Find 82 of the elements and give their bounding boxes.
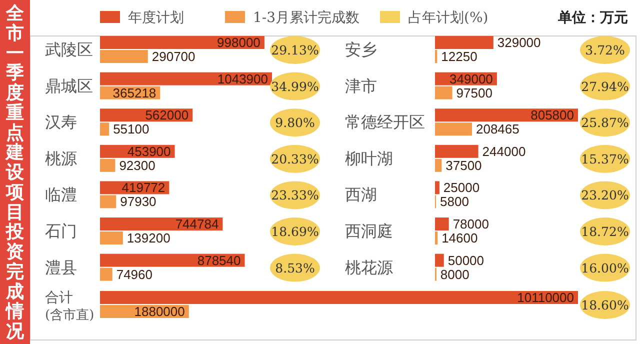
bar <box>435 254 444 267</box>
data-label: 998000 <box>217 35 260 50</box>
data-label: 244000 <box>482 144 526 159</box>
y-tick-label: 柳叶湖 <box>345 148 393 168</box>
data-label: 18.72% <box>581 224 629 239</box>
bar <box>435 122 472 136</box>
y-tick-label: 汉寿 <box>45 112 77 132</box>
data-label: 878540 <box>197 252 241 268</box>
data-label: 1043900 <box>217 71 268 86</box>
bar <box>100 36 264 49</box>
y-tick-label: 津市 <box>345 76 377 96</box>
data-label: 74960 <box>116 266 153 282</box>
data-label: 18.69% <box>271 224 319 239</box>
data-label: 78000 <box>452 216 489 232</box>
bar <box>100 50 148 63</box>
y-tick-label: 西洞庭 <box>345 222 393 240</box>
data-label: 23.20% <box>581 188 629 203</box>
bar <box>100 195 116 208</box>
bar <box>100 122 110 136</box>
bar <box>435 36 494 49</box>
bar <box>100 254 245 267</box>
bar <box>100 158 116 172</box>
data-label: 92300 <box>119 158 156 173</box>
data-label: 5800 <box>440 194 469 210</box>
data-label: 9.80% <box>275 115 315 130</box>
legend-label: 1-3月累计完成数 <box>253 10 360 26</box>
data-label: 419772 <box>122 180 166 196</box>
data-label: 25.87% <box>581 115 629 130</box>
bar <box>435 144 478 158</box>
data-label: 50000 <box>448 252 484 268</box>
bar <box>435 181 440 194</box>
data-label: 453900 <box>127 144 171 159</box>
text: 单位：万元 <box>557 9 628 25</box>
data-label: 10110000 <box>517 290 574 305</box>
y-tick-label: 澧县 <box>45 258 77 277</box>
data-label: 34.99% <box>271 78 319 94</box>
bar <box>100 268 112 281</box>
data-label: 562000 <box>145 108 189 123</box>
data-label: 208465 <box>476 122 520 137</box>
data-label: 139200 <box>126 230 170 246</box>
y-tick-label: 桃源 <box>45 148 77 168</box>
data-label: 8.53% <box>275 260 315 276</box>
bar <box>435 232 438 244</box>
y-tick-label: 常德经开区 <box>345 112 425 132</box>
data-label: 37500 <box>446 158 482 173</box>
data-label: 23.33% <box>271 188 319 203</box>
data-label: 3.72% <box>585 42 625 58</box>
data-label: 14600 <box>442 230 478 246</box>
y-tick-label: 临澧 <box>45 185 77 204</box>
y-tick-label: 桃花源 <box>345 258 393 277</box>
data-label: 1880000 <box>134 304 185 319</box>
bar <box>435 86 452 100</box>
data-label: 805800 <box>530 108 574 123</box>
data-label: 20.33% <box>271 151 319 166</box>
bar <box>435 218 449 230</box>
data-label: 15.37% <box>581 151 629 166</box>
data-label: 29.13% <box>271 42 319 58</box>
data-label: 27.94% <box>581 78 629 94</box>
data-label: 744784 <box>175 216 219 232</box>
data-label: 365218 <box>112 85 156 100</box>
y-tick-label: 安乡 <box>345 40 377 59</box>
data-label: 18.60% <box>581 298 629 312</box>
legend-label: 占年计划(%) <box>408 10 488 26</box>
data-label: 8000 <box>440 266 470 282</box>
data-label: 12250 <box>441 49 478 64</box>
data-label: 55100 <box>113 122 150 137</box>
bar <box>435 158 442 172</box>
data-label: 97930 <box>120 194 156 210</box>
data-label: 25000 <box>443 180 480 196</box>
data-label: 16.00% <box>581 260 629 276</box>
data-label: 290700 <box>152 49 196 64</box>
y-tick-label: 西湖 <box>345 185 377 204</box>
y-tick-label: 武陵区 <box>45 40 93 59</box>
legend-label: 年度计划 <box>128 10 184 26</box>
data-label: 329000 <box>497 35 541 50</box>
y-tick-label: 鼎城区 <box>45 76 93 96</box>
chart-title: 全市一季度重点建设项目投资完成情况 <box>6 3 24 341</box>
data-label: 97500 <box>456 85 492 100</box>
y-tick-label: 石门 <box>45 222 77 240</box>
y-tick-label: 合计 (含市直) <box>45 290 94 323</box>
bar <box>100 232 123 244</box>
data-label: 349000 <box>450 71 493 86</box>
